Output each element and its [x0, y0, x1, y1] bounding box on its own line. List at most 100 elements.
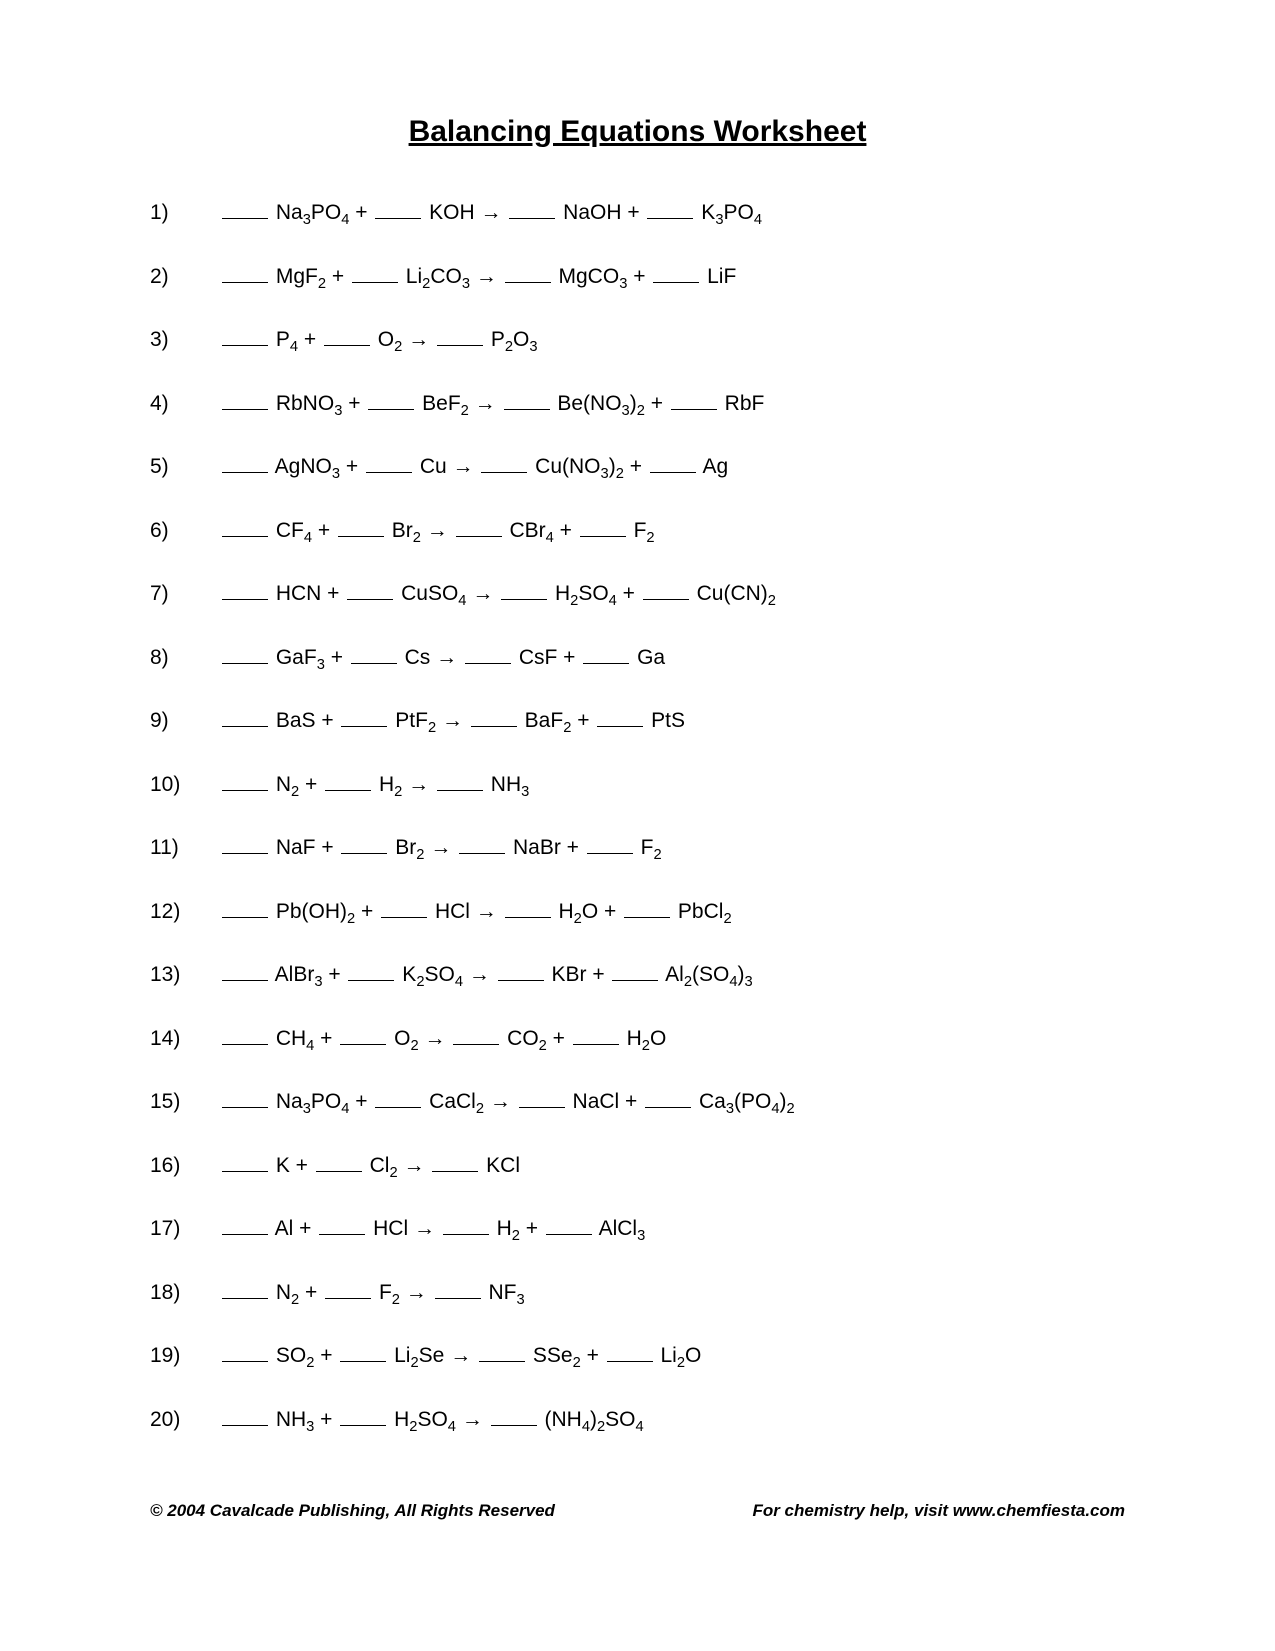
coefficient-blank[interactable]	[222, 1214, 268, 1235]
coefficient-blank[interactable]	[222, 1341, 268, 1362]
coefficient-blank[interactable]	[573, 1024, 619, 1045]
coefficient-blank[interactable]	[498, 960, 544, 981]
coefficient-blank[interactable]	[643, 579, 689, 600]
problem-number: 19)	[150, 1340, 220, 1372]
coefficient-blank[interactable]	[352, 262, 398, 283]
footer-link-text: For chemistry help, visit www.chemfiesta…	[752, 1501, 1125, 1521]
coefficient-blank[interactable]	[456, 516, 502, 537]
coefficient-blank[interactable]	[375, 198, 421, 219]
coefficient-blank[interactable]	[453, 1024, 499, 1045]
footer-copyright: © 2004 Cavalcade Publishing, All Rights …	[150, 1501, 555, 1521]
problem-number: 20)	[150, 1404, 220, 1436]
coefficient-blank[interactable]	[341, 706, 387, 727]
coefficient-blank[interactable]	[505, 897, 551, 918]
coefficient-blank[interactable]	[504, 389, 550, 410]
coefficient-blank[interactable]	[222, 770, 268, 791]
reaction-arrow: →	[408, 328, 429, 351]
problem-row: 7) HCN + CuSO4 → H2SO4 + Cu(CN)2	[150, 578, 1125, 610]
equation: N2 + H2 → NH3	[220, 769, 529, 801]
coefficient-blank[interactable]	[580, 516, 626, 537]
reaction-arrow: →	[408, 773, 429, 796]
coefficient-blank[interactable]	[501, 579, 547, 600]
coefficient-blank[interactable]	[645, 1087, 691, 1108]
coefficient-blank[interactable]	[222, 198, 268, 219]
equation: P4 + O2 → P2O3	[220, 324, 538, 356]
coefficient-blank[interactable]	[340, 1405, 386, 1426]
reaction-arrow: →	[406, 1281, 427, 1304]
coefficient-blank[interactable]	[368, 389, 414, 410]
coefficient-blank[interactable]	[650, 452, 696, 473]
coefficient-blank[interactable]	[325, 1278, 371, 1299]
coefficient-blank[interactable]	[381, 897, 427, 918]
problem-number: 13)	[150, 959, 220, 991]
coefficient-blank[interactable]	[366, 452, 412, 473]
coefficient-blank[interactable]	[481, 452, 527, 473]
coefficient-blank[interactable]	[607, 1341, 653, 1362]
coefficient-blank[interactable]	[432, 1151, 478, 1172]
problem-number: 9)	[150, 705, 220, 737]
coefficient-blank[interactable]	[222, 706, 268, 727]
coefficient-blank[interactable]	[435, 1278, 481, 1299]
coefficient-blank[interactable]	[222, 452, 268, 473]
coefficient-blank[interactable]	[222, 516, 268, 537]
problem-number: 5)	[150, 451, 220, 483]
coefficient-blank[interactable]	[324, 325, 370, 346]
coefficient-blank[interactable]	[509, 198, 555, 219]
coefficient-blank[interactable]	[340, 1024, 386, 1045]
coefficient-blank[interactable]	[348, 960, 394, 981]
coefficient-blank[interactable]	[491, 1405, 537, 1426]
coefficient-blank[interactable]	[222, 833, 268, 854]
coefficient-blank[interactable]	[653, 262, 699, 283]
reaction-arrow: →	[476, 900, 497, 923]
coefficient-blank[interactable]	[671, 389, 717, 410]
coefficient-blank[interactable]	[222, 1024, 268, 1045]
coefficient-blank[interactable]	[340, 1341, 386, 1362]
coefficient-blank[interactable]	[437, 770, 483, 791]
coefficient-blank[interactable]	[222, 579, 268, 600]
coefficient-blank[interactable]	[319, 1214, 365, 1235]
coefficient-blank[interactable]	[375, 1087, 421, 1108]
equation: Na3PO4 + CaCl2 → NaCl + Ca3(PO4)2	[220, 1086, 795, 1118]
coefficient-blank[interactable]	[471, 706, 517, 727]
coefficient-blank[interactable]	[222, 897, 268, 918]
coefficient-blank[interactable]	[351, 643, 397, 664]
coefficient-blank[interactable]	[465, 643, 511, 664]
problem-row: 3) P4 + O2 → P2O3	[150, 324, 1125, 356]
coefficient-blank[interactable]	[316, 1151, 362, 1172]
coefficient-blank[interactable]	[519, 1087, 565, 1108]
coefficient-blank[interactable]	[597, 706, 643, 727]
coefficient-blank[interactable]	[459, 833, 505, 854]
coefficient-blank[interactable]	[583, 643, 629, 664]
problem-number: 17)	[150, 1213, 220, 1245]
problem-number: 6)	[150, 515, 220, 547]
coefficient-blank[interactable]	[505, 262, 551, 283]
coefficient-blank[interactable]	[612, 960, 658, 981]
coefficient-blank[interactable]	[437, 325, 483, 346]
coefficient-blank[interactable]	[325, 770, 371, 791]
coefficient-blank[interactable]	[624, 897, 670, 918]
coefficient-blank[interactable]	[341, 833, 387, 854]
reaction-arrow: →	[436, 646, 457, 669]
problem-row: 2) MgF2 + Li2CO3 → MgCO3 + LiF	[150, 261, 1125, 293]
coefficient-blank[interactable]	[222, 389, 268, 410]
coefficient-blank[interactable]	[222, 1405, 268, 1426]
coefficient-blank[interactable]	[443, 1214, 489, 1235]
coefficient-blank[interactable]	[222, 1278, 268, 1299]
equation: AgNO3 + Cu → Cu(NO3)2 + Ag	[220, 451, 728, 483]
coefficient-blank[interactable]	[546, 1214, 592, 1235]
coefficient-blank[interactable]	[222, 643, 268, 664]
coefficient-blank[interactable]	[647, 198, 693, 219]
coefficient-blank[interactable]	[587, 833, 633, 854]
coefficient-blank[interactable]	[338, 516, 384, 537]
coefficient-blank[interactable]	[222, 960, 268, 981]
coefficient-blank[interactable]	[347, 579, 393, 600]
coefficient-blank[interactable]	[222, 1087, 268, 1108]
coefficient-blank[interactable]	[222, 1151, 268, 1172]
coefficient-blank[interactable]	[222, 262, 268, 283]
problem-row: 8) GaF3 + Cs → CsF + Ga	[150, 642, 1125, 674]
coefficient-blank[interactable]	[222, 325, 268, 346]
problem-number: 4)	[150, 388, 220, 420]
coefficient-blank[interactable]	[479, 1341, 525, 1362]
equation: CF4 + Br2 → CBr4 + F2	[220, 515, 655, 547]
problem-row: 9) BaS + PtF2 → BaF2 + PtS	[150, 705, 1125, 737]
